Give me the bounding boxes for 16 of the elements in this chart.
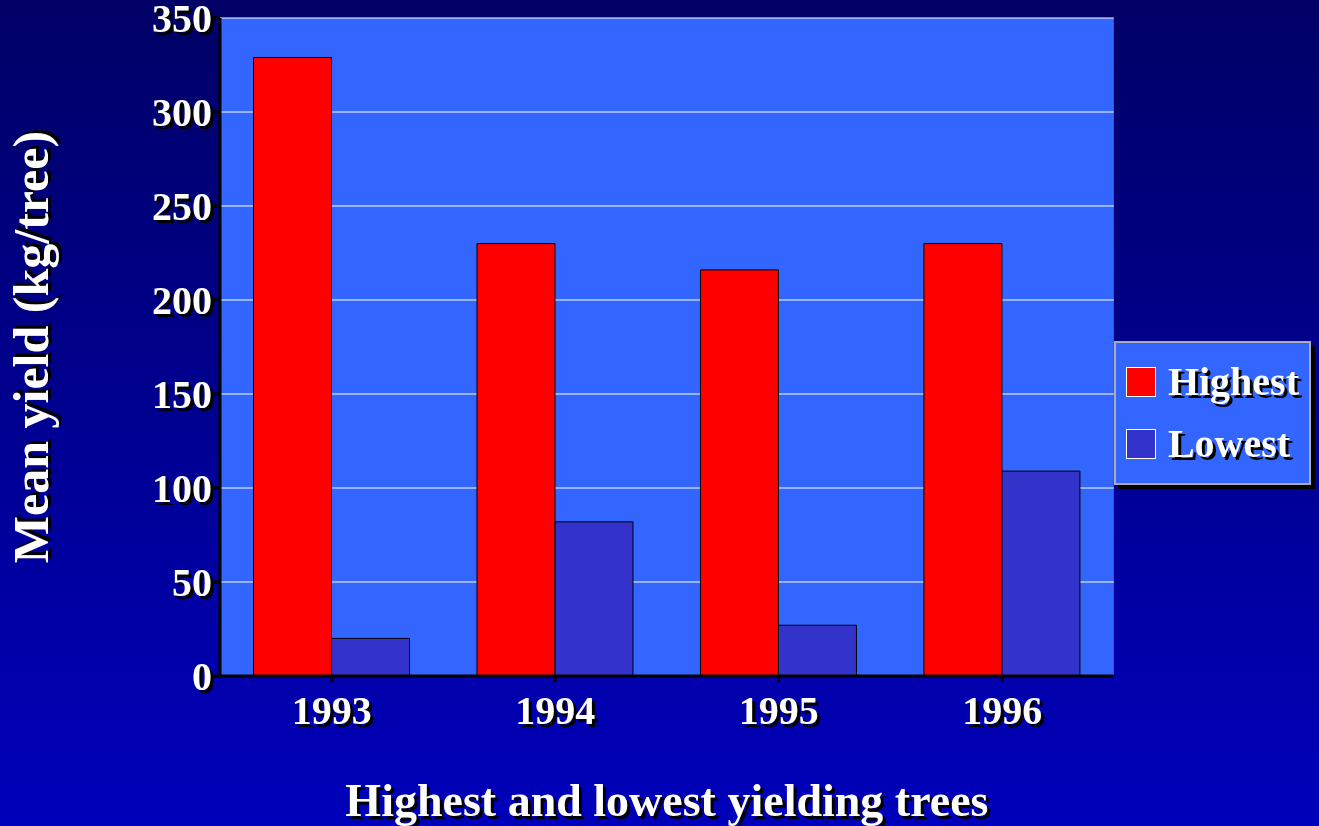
y-tick-label: 100 [152, 466, 212, 512]
legend-label: Highest [1167, 358, 1299, 406]
x-tick-label: 1995 [738, 688, 819, 734]
x-axis-title: Highest and lowest yielding trees [345, 775, 989, 826]
legend-label: Lowest [1167, 420, 1291, 468]
x-tick-label: 1993 [291, 688, 372, 734]
y-tick-label: 250 [152, 184, 212, 230]
y-axis-title: Mean yield (kg/tree) [2, 130, 59, 564]
y-tick-label: 300 [152, 90, 212, 136]
y-tick-label: 0 [192, 654, 212, 700]
y-tick-label: 50 [172, 560, 212, 606]
y-tick-label: 350 [152, 0, 212, 42]
y-tick-label: 200 [152, 278, 212, 324]
x-tick-label: 1996 [962, 688, 1043, 734]
x-tick-label: 1994 [515, 688, 596, 734]
y-tick-label: 150 [152, 372, 212, 418]
